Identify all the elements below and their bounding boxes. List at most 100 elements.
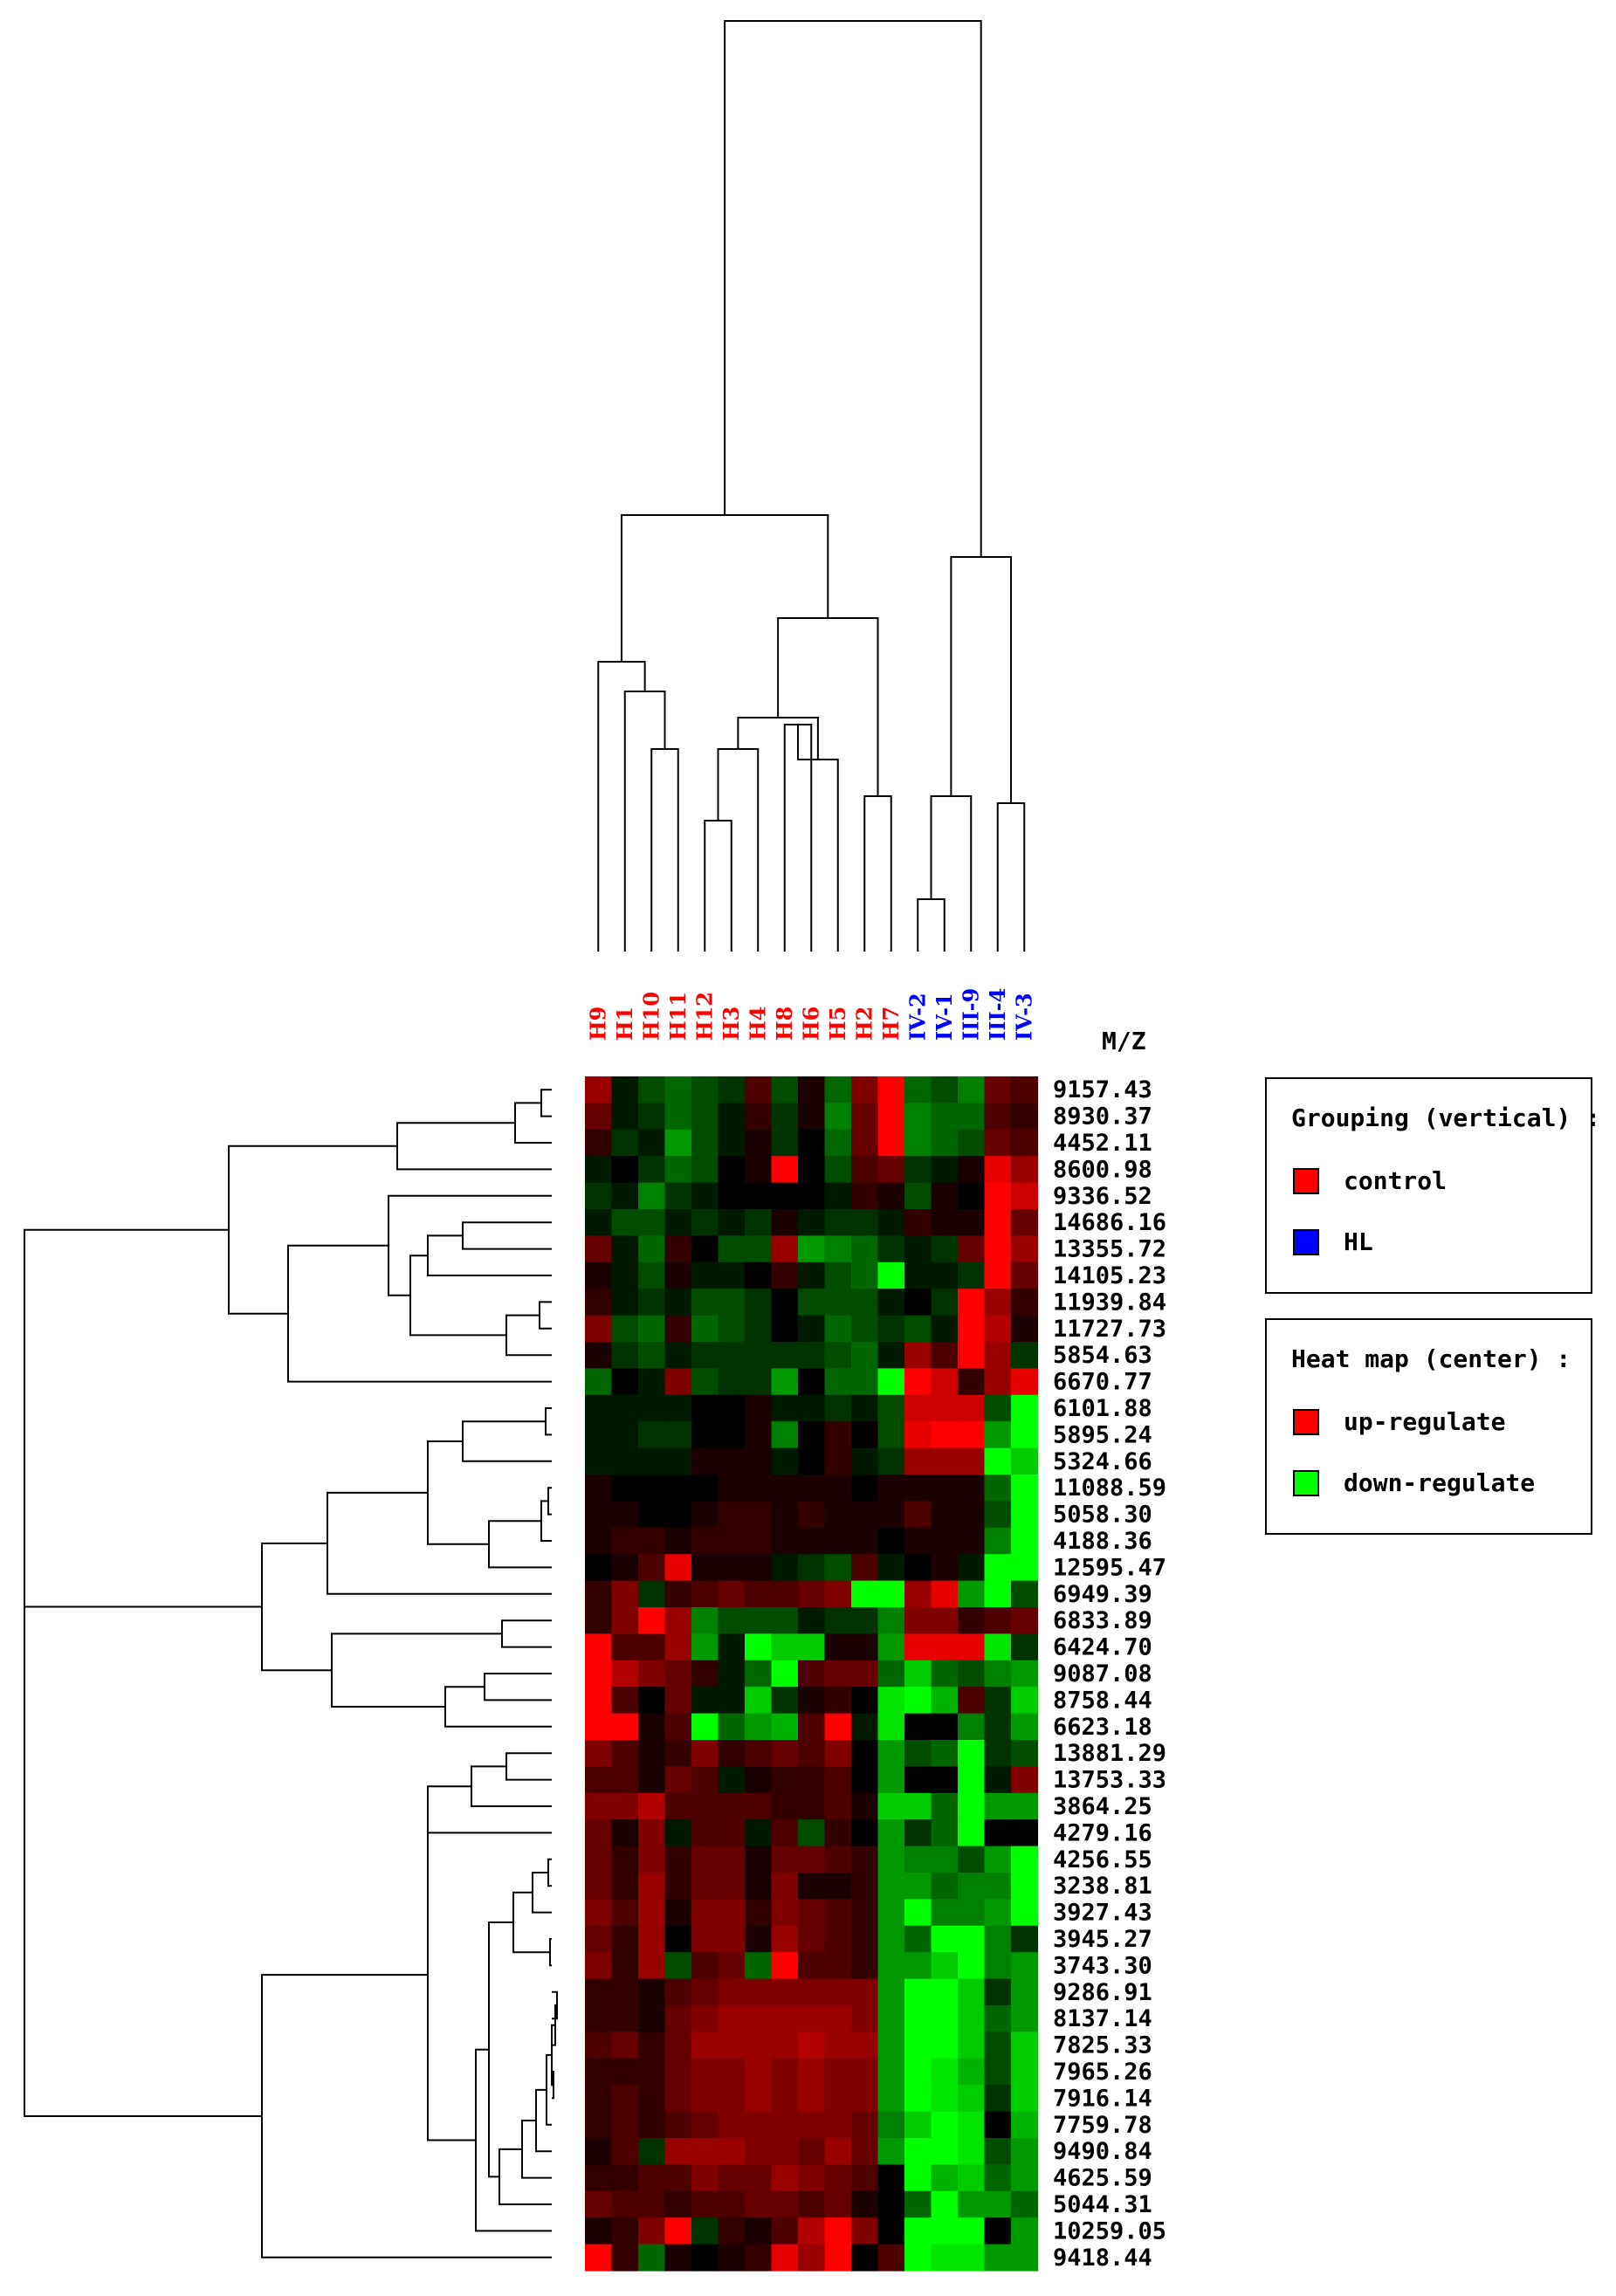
heatmap-cell-r23-c13 bbox=[904, 1660, 932, 1688]
heatmap-cell-r9-c3 bbox=[638, 1289, 666, 1316]
heatmap-cell-r13-c3 bbox=[638, 1394, 666, 1422]
heatmap-cell-r4-c13 bbox=[904, 1156, 932, 1184]
heatmap-cell-r35-c15 bbox=[958, 1978, 986, 2006]
heatmap-cell-r32-c14 bbox=[931, 1899, 959, 1927]
heatmap-cell-r24-c17 bbox=[1011, 1687, 1039, 1715]
heatmap-cell-r41-c1 bbox=[585, 2138, 613, 2165]
row-label-6623-18: 6623.18 bbox=[1053, 1714, 1152, 1741]
heatmap-cell-r16-c17 bbox=[1011, 1475, 1039, 1502]
heatmap-cell-r37-c1 bbox=[585, 2031, 613, 2059]
heatmap-cell-r20-c9 bbox=[798, 1580, 826, 1608]
heatmap-cell-r12-c17 bbox=[1011, 1368, 1039, 1396]
heatmap-cell-r12-c16 bbox=[984, 1368, 1012, 1396]
row-label-11939-84: 11939.84 bbox=[1053, 1289, 1166, 1316]
row-dendro-link-2 bbox=[514, 1102, 552, 1144]
heatmap-cell-r30-c10 bbox=[824, 1846, 852, 1873]
heatmap-cell-r27-c16 bbox=[984, 1766, 1012, 1794]
heatmap-cell-r36-c12 bbox=[877, 2005, 905, 2032]
row-label-10259-05: 10259.05 bbox=[1053, 2217, 1166, 2244]
heatmap-cell-r37-c9 bbox=[798, 2031, 826, 2059]
heatmap-cell-r26-c1 bbox=[585, 1740, 613, 1767]
heatmap-cell-r36-c1 bbox=[585, 2005, 613, 2032]
heatmap-cell-r3-c16 bbox=[984, 1129, 1012, 1157]
heatmap-cell-r4-c16 bbox=[984, 1156, 1012, 1184]
heatmap-cell-r40-c17 bbox=[1011, 2111, 1039, 2139]
heatmap-cell-r13-c2 bbox=[611, 1394, 639, 1422]
heatmap-cell-r23-c2 bbox=[611, 1660, 639, 1688]
heatmap-cell-r14-c12 bbox=[877, 1421, 905, 1449]
heatmap-cell-r43-c3 bbox=[638, 2190, 666, 2218]
heatmap-cell-r34-c7 bbox=[745, 1952, 773, 1980]
heatmap-cell-r1-c6 bbox=[718, 1076, 746, 1103]
row-label-14686-16: 14686.16 bbox=[1053, 1209, 1166, 1236]
row-label-3864-25: 3864.25 bbox=[1053, 1793, 1152, 1820]
heatmap-cell-r43-c6 bbox=[718, 2190, 746, 2218]
heatmap-cell-r24-c15 bbox=[958, 1687, 986, 1715]
heatmap-cell-r17-c4 bbox=[664, 1501, 692, 1529]
heatmap-cell-r8-c17 bbox=[1011, 1261, 1039, 1289]
heatmap-cell-r44-c3 bbox=[638, 2217, 666, 2245]
heatmap-cell-r10-c11 bbox=[851, 1315, 879, 1343]
heatmap-cell-r38-c11 bbox=[851, 2058, 879, 2086]
heatmap-cell-r4-c1 bbox=[585, 1156, 613, 1184]
heatmap-cell-r1-c9 bbox=[798, 1076, 826, 1103]
heatmap-cells bbox=[585, 1076, 1039, 2272]
heatmap-cell-r22-c14 bbox=[931, 1633, 959, 1661]
heatmap-cell-r12-c10 bbox=[824, 1368, 852, 1396]
heatmap-cell-r24-c16 bbox=[984, 1687, 1012, 1715]
heatmap-cell-r15-c13 bbox=[904, 1447, 932, 1475]
heatmap-cell-r43-c7 bbox=[745, 2190, 773, 2218]
heatmap-cell-r33-c12 bbox=[877, 1925, 905, 1953]
heatmap-cell-r18-c15 bbox=[958, 1527, 986, 1555]
heatmap-cell-r4-c11 bbox=[851, 1156, 879, 1184]
heatmap-cell-r3-c14 bbox=[931, 1129, 959, 1157]
heatmap-cell-r23-c16 bbox=[984, 1660, 1012, 1688]
heatmap-cell-r45-c14 bbox=[931, 2244, 959, 2272]
heatmap-cell-r4-c8 bbox=[771, 1156, 799, 1184]
row-label-8930-37: 8930.37 bbox=[1053, 1103, 1152, 1131]
heatmap-cell-r44-c8 bbox=[771, 2217, 799, 2245]
row-label-4188-36: 4188.36 bbox=[1053, 1528, 1152, 1555]
heatmap-cell-r35-c5 bbox=[691, 1978, 719, 2006]
heatmap-cell-r45-c1 bbox=[585, 2244, 613, 2272]
heatmap-cell-r27-c5 bbox=[691, 1766, 719, 1794]
row-dendro-link-9 bbox=[388, 1194, 552, 1296]
heatmap-cell-r18-c16 bbox=[984, 1527, 1012, 1555]
heatmap-cell-r2-c8 bbox=[771, 1103, 799, 1131]
heatmap-cell-r11-c16 bbox=[984, 1342, 1012, 1369]
heatmap-cell-r18-c8 bbox=[771, 1527, 799, 1555]
row-dendro-link-27 bbox=[427, 1785, 552, 1834]
heatmap-cell-r15-c9 bbox=[798, 1447, 826, 1475]
heatmap-cell-r11-c1 bbox=[585, 1342, 613, 1369]
heatmap-cell-r1-c2 bbox=[611, 1076, 639, 1103]
heatmap-cell-r23-c7 bbox=[745, 1660, 773, 1688]
heatmap-cell-r26-c5 bbox=[691, 1740, 719, 1767]
heatmap-cell-r33-c8 bbox=[771, 1925, 799, 1953]
heatmap-cell-r22-c16 bbox=[984, 1633, 1012, 1661]
heatmap-cell-r44-c17 bbox=[1011, 2217, 1039, 2245]
legend-grouping-title: Grouping (vertical) : bbox=[1291, 1103, 1601, 1132]
heatmap-cell-r30-c9 bbox=[798, 1846, 826, 1873]
heatmap-cell-r5-c1 bbox=[585, 1182, 613, 1210]
column-label-h8: H8 bbox=[772, 1007, 797, 1041]
heatmap-cell-r34-c1 bbox=[585, 1952, 613, 1980]
heatmap-cell-r5-c15 bbox=[958, 1182, 986, 1210]
heatmap-cell-r16-c2 bbox=[611, 1475, 639, 1502]
heatmap-cell-r16-c11 bbox=[851, 1475, 879, 1502]
heatmap-cell-r25-c15 bbox=[958, 1713, 986, 1741]
heatmap-cell-r16-c6 bbox=[718, 1475, 746, 1502]
heatmap-cell-r2-c11 bbox=[851, 1103, 879, 1131]
heatmap-cell-r39-c17 bbox=[1011, 2085, 1039, 2113]
heatmap-cell-r9-c12 bbox=[877, 1289, 905, 1316]
heatmap-cell-r11-c2 bbox=[611, 1342, 639, 1369]
heatmap-cell-r40-c16 bbox=[984, 2111, 1012, 2139]
heatmap-cell-r44-c15 bbox=[958, 2217, 986, 2245]
heatmap-cell-r34-c3 bbox=[638, 1952, 666, 1980]
heatmap-cell-r23-c6 bbox=[718, 1660, 746, 1688]
heatmap-cell-r40-c11 bbox=[851, 2111, 879, 2139]
heatmap-cell-r4-c14 bbox=[931, 1156, 959, 1184]
col-dendro-link-h4 bbox=[717, 748, 760, 952]
heatmap-cell-r8-c4 bbox=[664, 1261, 692, 1289]
heatmap-cell-r40-c13 bbox=[904, 2111, 932, 2139]
heatmap-cell-r37-c11 bbox=[851, 2031, 879, 2059]
